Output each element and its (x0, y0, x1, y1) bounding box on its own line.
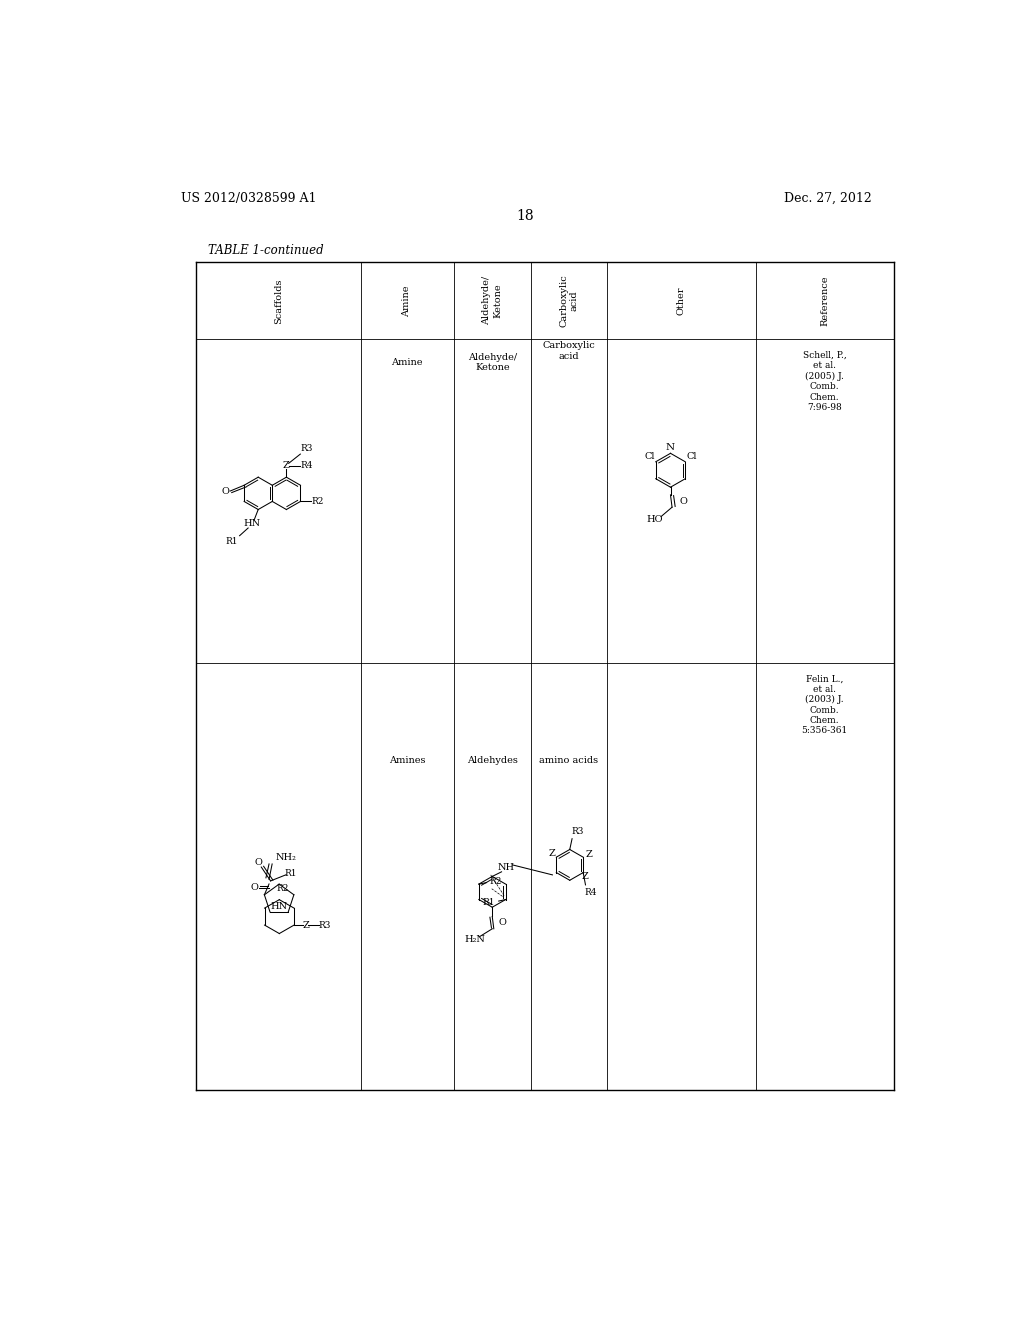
Text: TABLE 1-continued: TABLE 1-continued (208, 244, 324, 257)
Text: R2: R2 (276, 884, 289, 894)
Text: R3: R3 (571, 828, 584, 837)
Text: O: O (221, 487, 229, 496)
Text: Amine: Amine (402, 285, 412, 317)
Text: Scaffolds: Scaffolds (273, 279, 283, 323)
Text: Amines: Amines (389, 756, 425, 766)
Text: R1: R1 (225, 537, 239, 546)
Text: Aldehyde/
Ketone: Aldehyde/ Ketone (482, 276, 502, 326)
Text: Z: Z (302, 920, 309, 929)
Text: Reference: Reference (820, 276, 829, 326)
Text: O: O (251, 883, 259, 891)
Text: Carboxylic
acid: Carboxylic acid (543, 341, 595, 360)
Text: Cl: Cl (686, 451, 696, 461)
Text: R2: R2 (311, 496, 324, 506)
Text: 18: 18 (516, 209, 534, 223)
Text: HN: HN (270, 902, 287, 911)
Text: Aldehydes: Aldehydes (467, 756, 518, 766)
Text: R4: R4 (585, 888, 597, 898)
Text: R1: R1 (285, 869, 297, 878)
Text: US 2012/0328599 A1: US 2012/0328599 A1 (180, 191, 316, 205)
Text: Z: Z (586, 850, 593, 859)
Text: Schell, P.,
et al.
(2005) J.
Comb.
Chem.
7:96-98: Schell, P., et al. (2005) J. Comb. Chem.… (803, 351, 847, 412)
Text: R3: R3 (300, 445, 312, 453)
Text: R3: R3 (318, 920, 331, 929)
Text: O: O (254, 858, 262, 867)
Text: NH₂: NH₂ (275, 853, 296, 862)
Text: O: O (499, 919, 506, 927)
Text: NH: NH (498, 863, 515, 871)
Text: HN: HN (244, 519, 260, 528)
Text: Amine: Amine (391, 358, 423, 367)
Text: Z: Z (582, 873, 589, 880)
Text: H₂N: H₂N (465, 935, 485, 944)
Text: Cl: Cl (644, 451, 654, 461)
Text: HO: HO (647, 515, 664, 524)
Text: O: O (679, 496, 687, 506)
Text: Felin L.,
et al.
(2003) J.
Comb.
Chem.
5:356-361: Felin L., et al. (2003) J. Comb. Chem. 5… (802, 675, 848, 735)
Text: N: N (666, 444, 675, 453)
Text: R2: R2 (489, 876, 502, 886)
Text: amino acids: amino acids (540, 756, 599, 766)
Text: Z: Z (283, 461, 290, 470)
Text: Dec. 27, 2012: Dec. 27, 2012 (784, 191, 872, 205)
Text: Aldehyde/
Ketone: Aldehyde/ Ketone (468, 352, 517, 372)
Text: Other: Other (677, 286, 686, 315)
Text: R4: R4 (300, 461, 312, 470)
Text: Carboxylic
acid: Carboxylic acid (559, 275, 579, 327)
Text: Z: Z (548, 849, 555, 858)
Text: R1: R1 (482, 898, 495, 907)
